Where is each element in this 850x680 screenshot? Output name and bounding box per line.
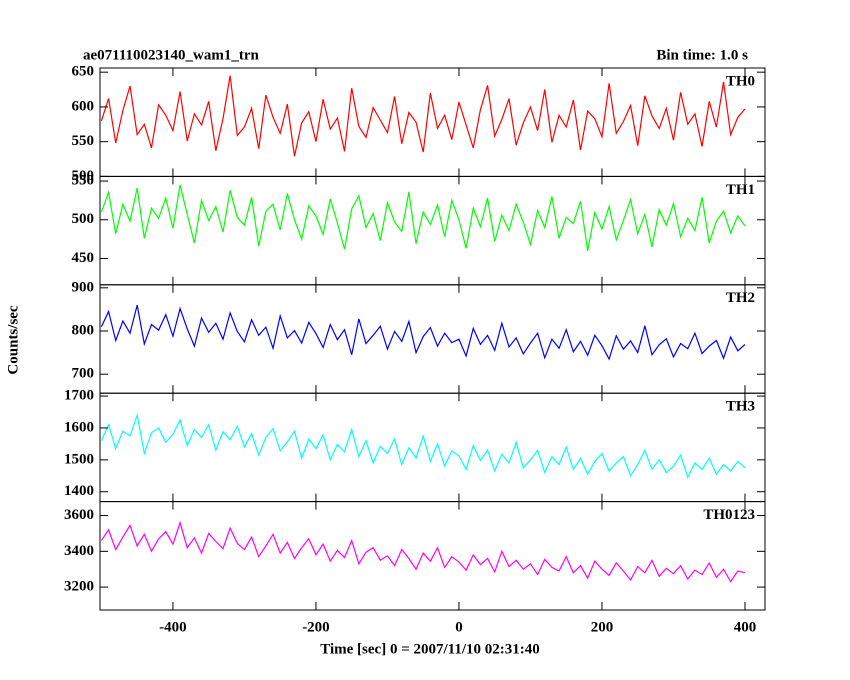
x-tick-label: -400 [159, 619, 187, 635]
y-tick-label: 3600 [64, 507, 94, 523]
y-tick-label: 500 [72, 211, 95, 227]
panel-label: TH1 [726, 182, 755, 198]
y-tick-label: 800 [72, 322, 95, 338]
y-axis-label: Counts/sec [5, 305, 21, 375]
y-tick-label: 1700 [64, 388, 94, 404]
y-tick-label: 1400 [64, 483, 94, 499]
x-tick-label: 200 [591, 619, 614, 635]
y-tick-label: 1600 [64, 419, 94, 435]
panel-frame [99, 392, 766, 503]
y-tick-label: 900 [72, 279, 95, 295]
y-tick-label: 550 [72, 133, 95, 149]
series-line [100, 184, 746, 251]
y-tick-label: 700 [72, 366, 95, 382]
y-tick-label: 3200 [64, 579, 94, 595]
x-axis-label: Time [sec] 0 = 2007/11/10 02:31:40 [320, 641, 540, 657]
y-tick-label: 450 [72, 250, 95, 266]
x-tick-label: -200 [302, 619, 330, 635]
x-tick-label: 400 [734, 619, 757, 635]
chart-title: ae071110023140_wam1_trn [83, 47, 259, 63]
panel-label: TH0123 [703, 507, 755, 523]
series-line [100, 304, 746, 361]
panel-label: TH3 [726, 399, 755, 415]
y-tick-label: 650 [72, 64, 95, 80]
panel-label: TH0 [726, 73, 755, 89]
chart-subtitle: Bin time: 1.0 s [656, 47, 748, 63]
panel-frame [99, 501, 766, 611]
y-tick-label: 550 [72, 172, 95, 188]
series-line [100, 75, 746, 157]
y-tick-label: 3400 [64, 543, 94, 559]
series-line [100, 412, 746, 479]
y-tick-label: 500 [72, 168, 95, 184]
panel-label: TH2 [726, 290, 755, 306]
panel-frame [99, 175, 766, 286]
series-line [100, 520, 746, 583]
y-tick-label: 1500 [64, 451, 94, 467]
y-tick-label: 600 [72, 98, 95, 114]
x-tick-label: 0 [455, 619, 463, 635]
